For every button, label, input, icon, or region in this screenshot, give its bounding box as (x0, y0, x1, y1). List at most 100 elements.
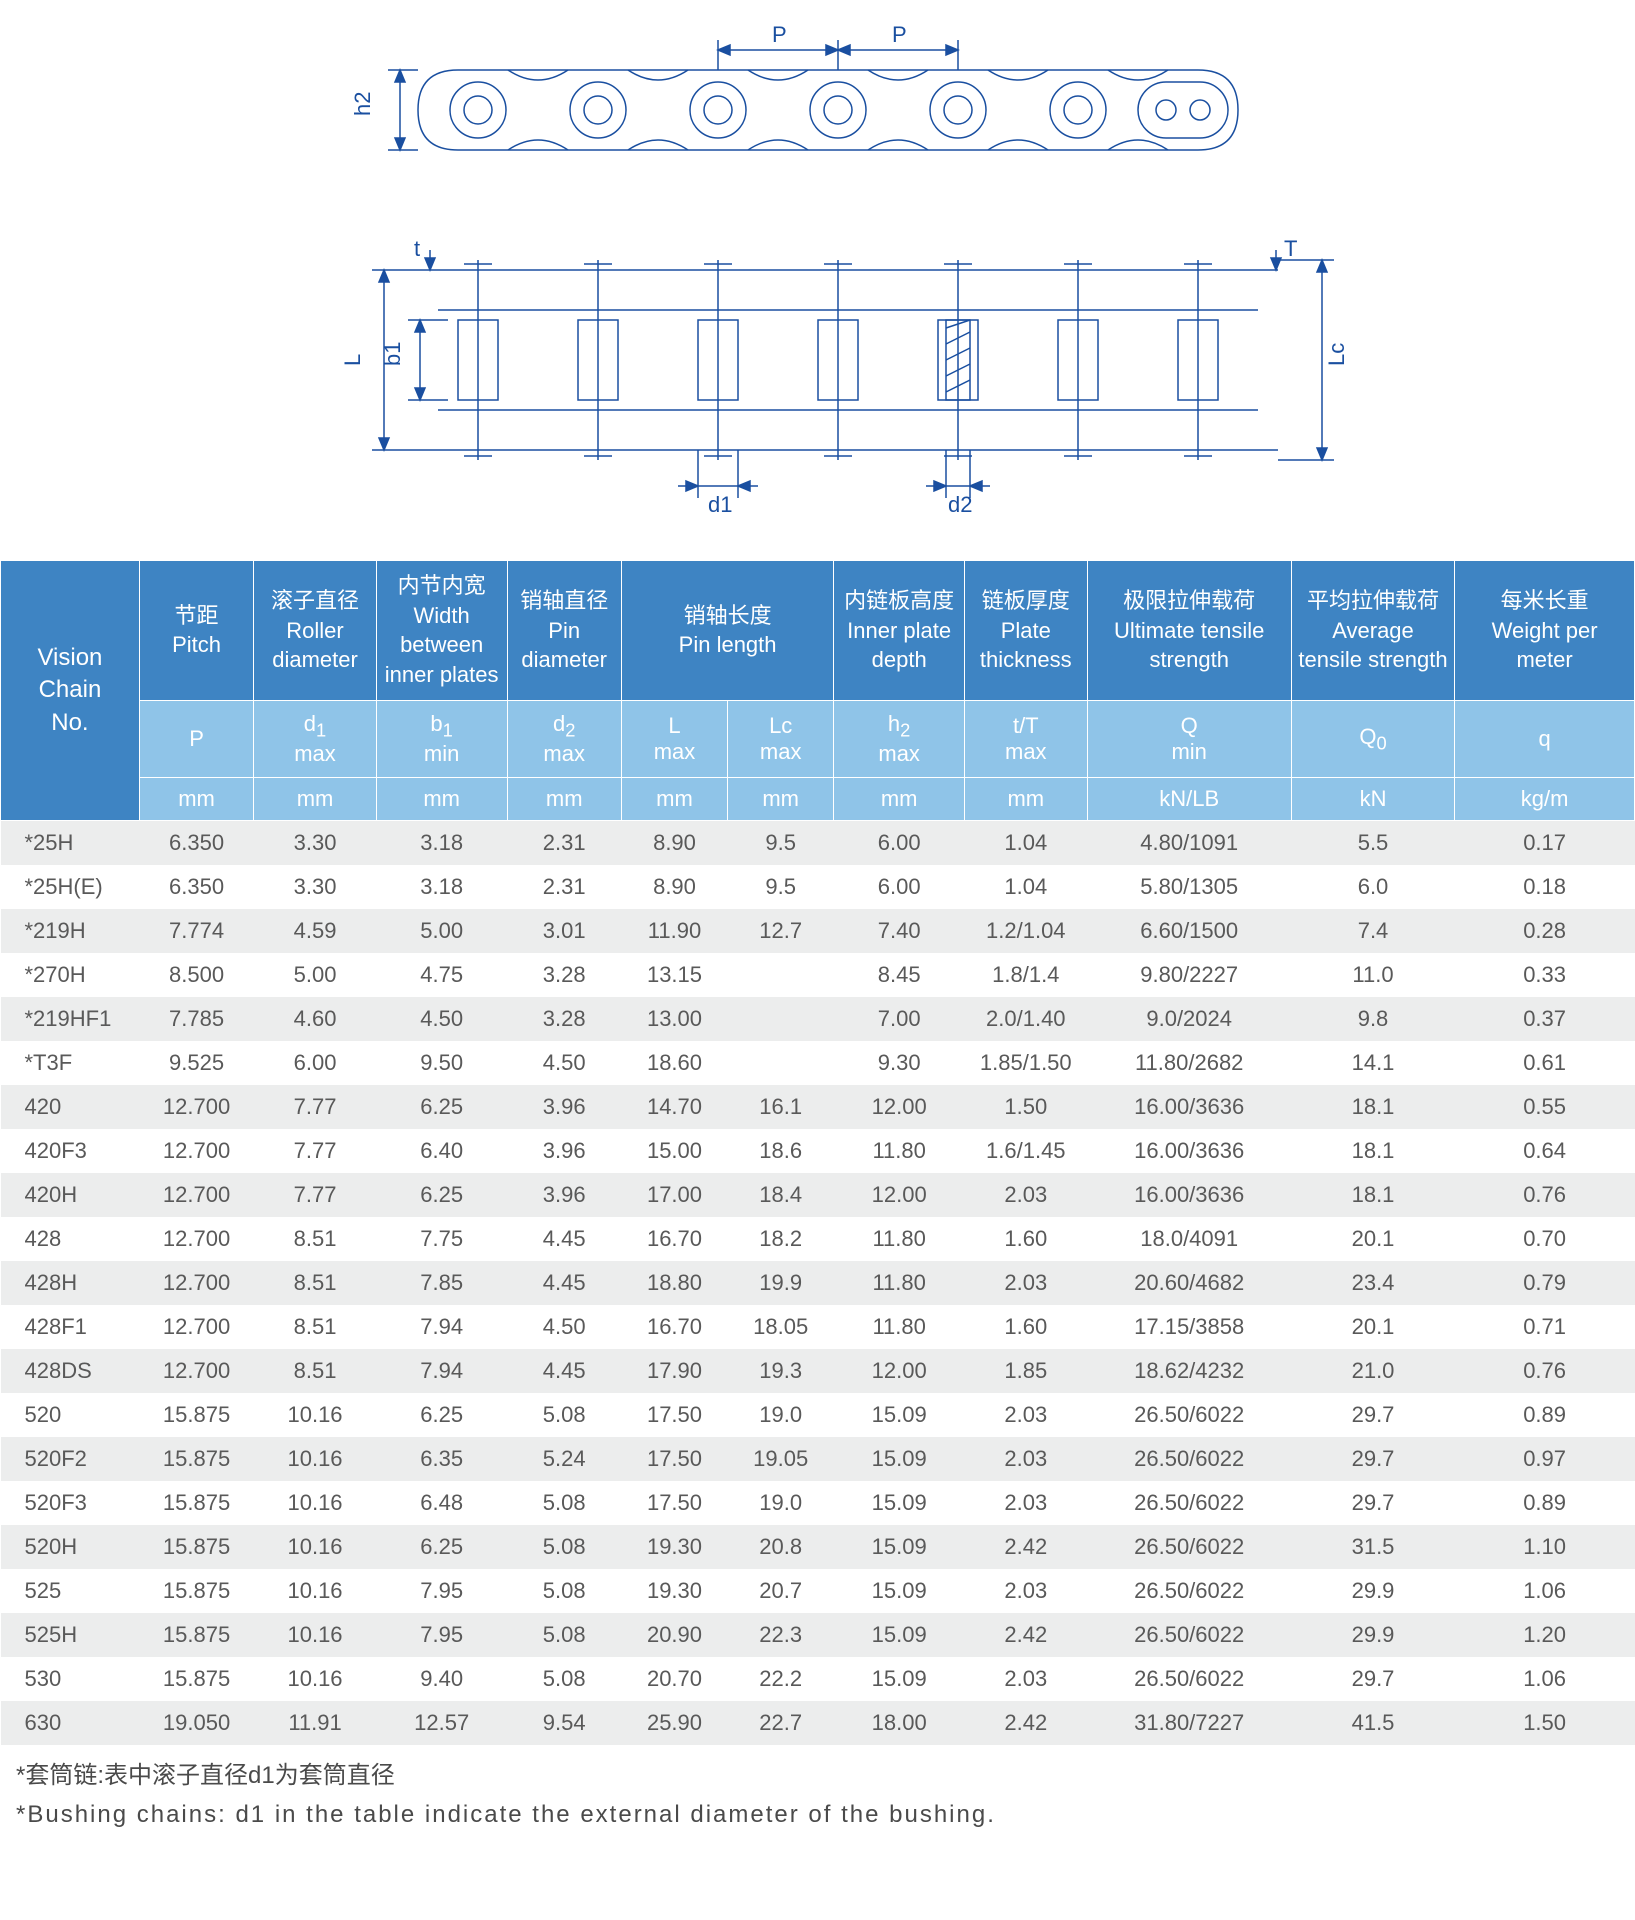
dim-T: T (1284, 236, 1297, 261)
header-roller-diameter: 滚子直径Roller diameter (254, 561, 377, 701)
unit-mm: mm (728, 778, 834, 821)
header-inner-plate-depth: 内链板高度Inner plate depth (834, 561, 965, 701)
table-row: 428F112.7008.517.944.5016.7018.0511.801.… (1, 1305, 1635, 1349)
table-row: 420F312.7007.776.403.9615.0018.611.801.6… (1, 1129, 1635, 1173)
chain-no: 428H (1, 1261, 140, 1305)
cell: 18.2 (728, 1217, 834, 1261)
cell: 2.03 (965, 1173, 1088, 1217)
cell: 10.16 (254, 1613, 377, 1657)
cell: 12.700 (139, 1129, 253, 1173)
table-row: 525H15.87510.167.955.0820.9022.315.092.4… (1, 1613, 1635, 1657)
cell: 6.25 (376, 1173, 507, 1217)
cell: 16.70 (621, 1305, 727, 1349)
sym-L: Lmax (621, 700, 727, 777)
cell: 0.17 (1455, 821, 1635, 866)
cell: 19.0 (728, 1481, 834, 1525)
cell: 19.30 (621, 1569, 727, 1613)
cell: 9.0/2024 (1087, 997, 1291, 1041)
header-plate-thickness: 链板厚度Plate thickness (965, 561, 1088, 701)
chain-no: 428F1 (1, 1305, 140, 1349)
cell: 6.00 (254, 1041, 377, 1085)
cell: 1.50 (1455, 1701, 1635, 1745)
cell: 9.54 (507, 1701, 621, 1745)
table-row: 520F315.87510.166.485.0817.5019.015.092.… (1, 1481, 1635, 1525)
cell: 7.77 (254, 1129, 377, 1173)
cell: 5.80/1305 (1087, 865, 1291, 909)
cell: 7.774 (139, 909, 253, 953)
table-row: *25H6.3503.303.182.318.909.56.001.044.80… (1, 821, 1635, 866)
cell: 16.70 (621, 1217, 727, 1261)
cell: 0.33 (1455, 953, 1635, 997)
cell: 26.50/6022 (1087, 1393, 1291, 1437)
cell: 15.875 (139, 1437, 253, 1481)
chain-no: 420F3 (1, 1129, 140, 1173)
unit-mm: mm (507, 778, 621, 821)
chain-diagram: P P h2 (0, 0, 1635, 560)
table-row: 42012.7007.776.253.9614.7016.112.001.501… (1, 1085, 1635, 1129)
cell: 18.0/4091 (1087, 1217, 1291, 1261)
unit-kN-LB: kN/LB (1087, 778, 1291, 821)
table-row: *T3F9.5256.009.504.5018.609.301.85/1.501… (1, 1041, 1635, 1085)
chain-no: 520 (1, 1393, 140, 1437)
chain-no: 525 (1, 1569, 140, 1613)
chain-no: *25H(E) (1, 865, 140, 909)
cell: 12.00 (834, 1173, 965, 1217)
chain-no: 630 (1, 1701, 140, 1745)
unit-mm: mm (254, 778, 377, 821)
cell: 11.91 (254, 1701, 377, 1745)
header-pitch: 节距Pitch (139, 561, 253, 701)
cell: 0.76 (1455, 1173, 1635, 1217)
cell: 0.61 (1455, 1041, 1635, 1085)
cell: 15.09 (834, 1569, 965, 1613)
sym-P: P (139, 700, 253, 777)
cell: 19.0 (728, 1393, 834, 1437)
unit-mm: mm (965, 778, 1088, 821)
cell: 1.2/1.04 (965, 909, 1088, 953)
table-row: *25H(E)6.3503.303.182.318.909.56.001.045… (1, 865, 1635, 909)
cell: 26.50/6022 (1087, 1657, 1291, 1701)
cell: 3.18 (376, 865, 507, 909)
cell: 5.08 (507, 1481, 621, 1525)
cell: 1.50 (965, 1085, 1088, 1129)
cell: 7.77 (254, 1085, 377, 1129)
cell: 1.60 (965, 1305, 1088, 1349)
cell: 7.40 (834, 909, 965, 953)
cell: 18.1 (1291, 1129, 1454, 1173)
cell: 16.1 (728, 1085, 834, 1129)
cell: 12.00 (834, 1085, 965, 1129)
table-row: *219H7.7744.595.003.0111.9012.77.401.2/1… (1, 909, 1635, 953)
chain-diagram-svg: P P h2 (218, 20, 1418, 540)
table-row: *270H8.5005.004.753.2813.158.451.8/1.49.… (1, 953, 1635, 997)
cell: 1.85/1.50 (965, 1041, 1088, 1085)
cell: 7.95 (376, 1569, 507, 1613)
cell: 11.90 (621, 909, 727, 953)
table-row: 520H15.87510.166.255.0819.3020.815.092.4… (1, 1525, 1635, 1569)
cell: 1.06 (1455, 1657, 1635, 1701)
cell: 9.80/2227 (1087, 953, 1291, 997)
table-row: 52015.87510.166.255.0817.5019.015.092.03… (1, 1393, 1635, 1437)
dim-d1: d1 (708, 492, 732, 517)
cell: 0.89 (1455, 1481, 1635, 1525)
cell: 18.4 (728, 1173, 834, 1217)
dim-L: L (340, 354, 365, 366)
cell: 15.09 (834, 1481, 965, 1525)
cell: 7.785 (139, 997, 253, 1041)
chain-no: 428DS (1, 1349, 140, 1393)
cell: 0.37 (1455, 997, 1635, 1041)
cell: 29.9 (1291, 1613, 1454, 1657)
cell: 19.3 (728, 1349, 834, 1393)
chain-no: *T3F (1, 1041, 140, 1085)
chain-no: 420 (1, 1085, 140, 1129)
cell: 5.08 (507, 1569, 621, 1613)
cell: 8.51 (254, 1349, 377, 1393)
cell: 41.5 (1291, 1701, 1454, 1745)
cell: 31.5 (1291, 1525, 1454, 1569)
cell: 26.50/6022 (1087, 1613, 1291, 1657)
cell: 9.5 (728, 821, 834, 866)
header-pin-diameter: 销轴直径Pin diameter (507, 561, 621, 701)
cell: 5.08 (507, 1657, 621, 1701)
unit-kN: kN (1291, 778, 1454, 821)
cell: 0.64 (1455, 1129, 1635, 1173)
chain-no: 428 (1, 1217, 140, 1261)
cell: 12.7 (728, 909, 834, 953)
